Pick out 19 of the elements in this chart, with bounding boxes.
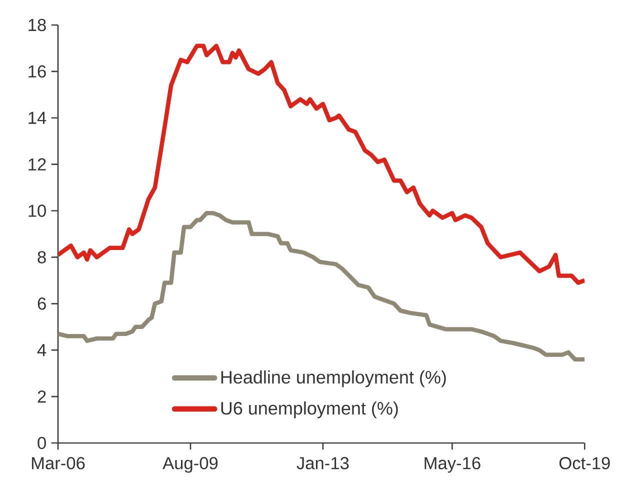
x-tick-label: Aug-09	[162, 457, 218, 473]
y-tick-label: 12	[28, 158, 46, 170]
y-tick-label: 18	[28, 18, 46, 32]
x-tick-label: May-16	[424, 457, 480, 473]
y-tick-label: 8	[38, 251, 46, 264]
x-tick-label: Oct-19	[559, 457, 610, 470]
y-tick-label: 4	[37, 344, 46, 356]
y-tick-label: 0	[38, 436, 46, 450]
y-tick-label: 10	[28, 204, 46, 217]
x-tick-label: Jan-13	[296, 457, 349, 470]
y-tick-label: 16	[28, 65, 46, 78]
y-tick-label: 6	[38, 298, 46, 310]
x-tick-label: Mar-06	[32, 457, 85, 470]
y-tick-label: 14	[28, 112, 46, 124]
line-series	[58, 210, 585, 362]
legend-label: Headline unemployment (%)	[221, 370, 446, 388]
y-tick-label: 2	[38, 390, 46, 403]
legend-label: U6 unemployment (%)	[221, 401, 398, 418]
line-series	[58, 44, 585, 285]
